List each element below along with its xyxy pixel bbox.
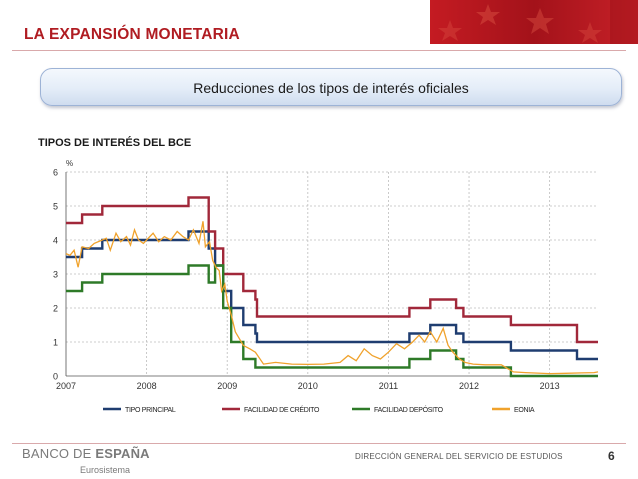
footer-department: DIRECCIÓN GENERAL DEL SERVICIO DE ESTUDI…: [355, 452, 563, 461]
logo-prefix: BANCO DE: [22, 446, 96, 461]
logo-eurosistema: Eurosistema: [80, 465, 131, 475]
logo-bold: ESPAÑA: [95, 446, 150, 461]
flag-star-3: [526, 8, 554, 34]
y-tick-label: 2: [53, 304, 58, 314]
y-tick-label: 6: [53, 168, 58, 178]
flag-star-2: [438, 20, 462, 41]
chart-axes: 0 1 2 3 4 5 6% 2007 2008 2009 2010 2011 2012 2013: [53, 159, 560, 391]
y-tick-label: 1: [53, 338, 58, 348]
y-tick-label: 5: [53, 202, 58, 212]
x-tick-label: 2012: [459, 381, 479, 391]
series-line-tipo-principal: [66, 230, 598, 361]
legend-label: TIPO PRINCIPAL: [125, 407, 176, 414]
chart-heading: TIPOS DE INTERÉS DEL BCE: [38, 137, 192, 149]
x-tick-label: 2013: [540, 381, 560, 391]
x-tick-label: 2009: [217, 381, 237, 391]
series-line-facilidad-de-cr-dito: [66, 196, 598, 344]
y-tick-label: 0: [53, 372, 58, 382]
chart-legend: TIPO PRINCIPAL FACILIDAD DE CRÉDITO FACILI…: [103, 405, 535, 414]
legend-label: EONIA: [514, 407, 535, 414]
flag-star-1: [476, 4, 500, 25]
eu-flag-banner: [430, 0, 638, 44]
flag-fold: [610, 0, 638, 44]
flag-star-4: [578, 22, 602, 43]
header-rule: [12, 50, 626, 51]
page-number: 6: [608, 449, 615, 463]
series-line-eonia: [65, 221, 599, 375]
x-tick-label: 2008: [137, 381, 157, 391]
legend-label: FACILIDAD DEPÓSITO: [374, 405, 444, 414]
y-tick-label: 3: [53, 270, 58, 280]
slide-title: LA EXPANSIÓN MONETARIA: [24, 26, 240, 43]
x-tick-label: 2011: [379, 381, 398, 391]
y-tick-label: 4: [53, 236, 58, 246]
x-tick-label: 2007: [56, 381, 76, 391]
chart-series: [65, 196, 599, 378]
legend-label: FACILIDAD DE CRÉDITO: [244, 405, 320, 414]
y-axis-unit: %: [66, 159, 73, 168]
banco-de-espana-logo: BANCO DE ESPAÑA: [22, 446, 150, 461]
series-line-facilidad-dep-sito: [66, 264, 598, 378]
subtitle-box: [40, 68, 622, 106]
slide-subtitle: Reducciones de los tipos de interés ofic…: [193, 80, 469, 96]
footer-rule: [12, 443, 626, 444]
x-tick-label: 2010: [298, 381, 318, 391]
